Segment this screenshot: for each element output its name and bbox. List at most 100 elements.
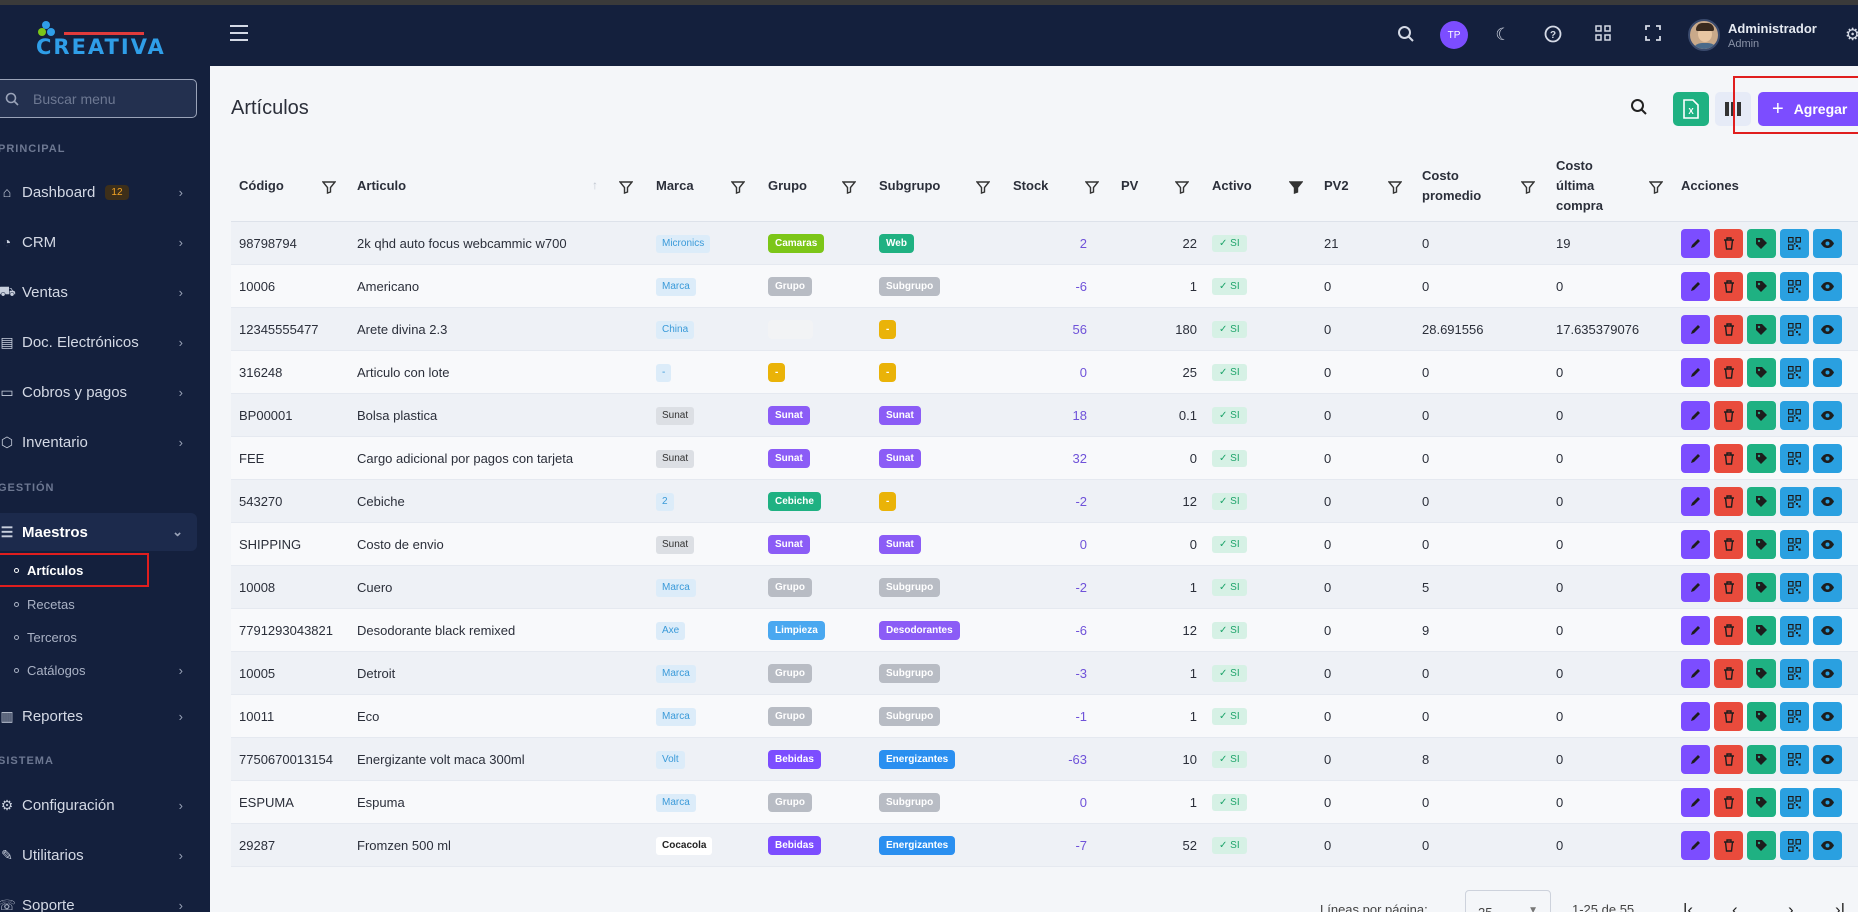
view-button[interactable] (1813, 530, 1842, 559)
price-tag-button[interactable] (1747, 272, 1776, 301)
search-menu-field[interactable] (0, 79, 197, 118)
delete-button[interactable] (1714, 659, 1743, 688)
qr-code-button[interactable] (1780, 487, 1809, 516)
sidebar-item-terceros[interactable]: Terceros (0, 622, 150, 652)
table-row[interactable]: 7750670013154 Energizante volt maca 300ml… (231, 738, 1858, 781)
qr-code-button[interactable] (1780, 831, 1809, 860)
view-button[interactable] (1813, 444, 1842, 473)
view-button[interactable] (1813, 745, 1842, 774)
nav-reportes[interactable]: ▥ Reportes › (0, 697, 197, 735)
col-articulo[interactable]: Articulo (357, 178, 407, 193)
view-button[interactable] (1813, 616, 1842, 645)
qr-code-button[interactable] (1780, 659, 1809, 688)
filter-icon[interactable] (1649, 180, 1663, 194)
edit-button[interactable] (1681, 745, 1710, 774)
nav-dashboard[interactable]: ⌂ Dashboard 12 › (0, 173, 197, 211)
user-avatar[interactable] (1688, 19, 1720, 51)
delete-button[interactable] (1714, 401, 1743, 430)
col-subgrupo[interactable]: Subgrupo (879, 178, 941, 193)
price-tag-button[interactable] (1747, 616, 1776, 645)
table-row[interactable]: 10005 Detroit Marca Grupo Subgrupo -3 1 ✓ SI 0 0 0 (231, 652, 1858, 695)
table-row[interactable]: 316248 Articulo con lote - - - 0 25 ✓ SI 0 0 0 (231, 351, 1858, 394)
table-row[interactable]: FEE Cargo adicional por pagos con tarjeta… (231, 437, 1858, 480)
view-button[interactable] (1813, 358, 1842, 387)
qr-code-button[interactable] (1780, 358, 1809, 387)
filter-icon[interactable] (731, 180, 745, 194)
filter-icon[interactable] (322, 180, 336, 194)
qr-code-button[interactable] (1780, 315, 1809, 344)
edit-button[interactable] (1681, 788, 1710, 817)
edit-button[interactable] (1681, 229, 1710, 258)
view-button[interactable] (1813, 229, 1842, 258)
price-tag-button[interactable] (1747, 358, 1776, 387)
sidebar-item-recetas[interactable]: Recetas (0, 589, 150, 619)
view-button[interactable] (1813, 401, 1842, 430)
qr-code-button[interactable] (1780, 272, 1809, 301)
table-row[interactable]: 543270 Cebiche 2 Cebiche - -2 12 ✓ SI 0 0 0 (231, 480, 1858, 523)
edit-button[interactable] (1681, 702, 1710, 731)
delete-button[interactable] (1714, 229, 1743, 258)
export-excel-button[interactable]: X (1673, 92, 1709, 126)
edit-button[interactable] (1681, 573, 1710, 602)
edit-button[interactable] (1681, 358, 1710, 387)
table-row[interactable]: ESPUMA Espuma Marca Grupo Subgrupo 0 1 ✓ SI 0 0 0 (231, 781, 1858, 824)
nav-maestros[interactable]: ☰ Maestros ⌄ (0, 513, 197, 551)
col-costo-promedio[interactable]: Costo promedio (1422, 150, 1481, 222)
delete-button[interactable] (1714, 745, 1743, 774)
qr-code-button[interactable] (1780, 788, 1809, 817)
nav-utilitarios[interactable]: ✎ Utilitarios › (0, 836, 197, 874)
edit-button[interactable] (1681, 530, 1710, 559)
filter-icon[interactable] (619, 180, 633, 194)
logo[interactable]: CREATIVA (30, 21, 164, 59)
table-row[interactable]: 29287 Fromzen 500 ml Cocacola Bebidas Energi… (231, 824, 1858, 867)
edit-button[interactable] (1681, 616, 1710, 645)
col-costo-ultima[interactable]: Costo última compra (1556, 150, 1603, 222)
user-initials-avatar[interactable]: TP (1440, 21, 1468, 49)
view-button[interactable] (1813, 272, 1842, 301)
qr-code-button[interactable] (1780, 444, 1809, 473)
price-tag-button[interactable] (1747, 702, 1776, 731)
table-search-button[interactable] (1630, 98, 1648, 121)
price-tag-button[interactable] (1747, 401, 1776, 430)
user-name[interactable]: Administrador (1728, 21, 1817, 36)
delete-button[interactable] (1714, 616, 1743, 645)
price-tag-button[interactable] (1747, 788, 1776, 817)
fullscreen-icon[interactable] (1642, 25, 1664, 46)
menu-toggle-icon[interactable] (230, 25, 248, 41)
qr-code-button[interactable] (1780, 702, 1809, 731)
view-button[interactable] (1813, 315, 1842, 344)
sidebar-item-articulos[interactable]: Artículos (0, 553, 149, 587)
moon-icon[interactable]: ☾ (1495, 25, 1511, 44)
price-tag-button[interactable] (1747, 487, 1776, 516)
nav-ventas[interactable]: ⛟ Ventas › (0, 273, 197, 311)
col-pv[interactable]: PV (1121, 178, 1139, 193)
prev-page-icon[interactable]: ‹ (1732, 900, 1738, 912)
delete-button[interactable] (1714, 530, 1743, 559)
edit-button[interactable] (1681, 659, 1710, 688)
qr-code-button[interactable] (1780, 530, 1809, 559)
delete-button[interactable] (1714, 573, 1743, 602)
price-tag-button[interactable] (1747, 315, 1776, 344)
table-row[interactable]: 7791293043821 Desodorante black remixed Ax… (231, 609, 1858, 652)
filter-icon[interactable] (976, 180, 990, 194)
rows-per-page-select[interactable]: 25 ▼ (1465, 890, 1551, 912)
first-page-icon[interactable]: |‹ (1683, 900, 1694, 912)
next-page-icon[interactable]: › (1788, 900, 1794, 912)
qr-code-button[interactable] (1780, 401, 1809, 430)
view-button[interactable] (1813, 702, 1842, 731)
filter-icon[interactable] (1085, 180, 1099, 194)
sidebar-item-catalogos[interactable]: Catálogos › (0, 655, 197, 685)
delete-button[interactable] (1714, 831, 1743, 860)
price-tag-button[interactable] (1747, 444, 1776, 473)
view-button[interactable] (1813, 659, 1842, 688)
delete-button[interactable] (1714, 444, 1743, 473)
table-row[interactable]: 10008 Cuero Marca Grupo Subgrupo -2 1 ✓ SI 0 5 0 (231, 566, 1858, 609)
view-button[interactable] (1813, 487, 1842, 516)
qr-code-button[interactable] (1780, 229, 1809, 258)
last-page-icon[interactable]: ›| (1835, 900, 1846, 912)
table-row[interactable]: SHIPPING Costo de envio Sunat Sunat Sunat 0 0 ✓… (231, 523, 1858, 566)
col-marca[interactable]: Marca (656, 178, 694, 193)
delete-button[interactable] (1714, 315, 1743, 344)
col-grupo[interactable]: Grupo (768, 178, 807, 193)
delete-button[interactable] (1714, 487, 1743, 516)
